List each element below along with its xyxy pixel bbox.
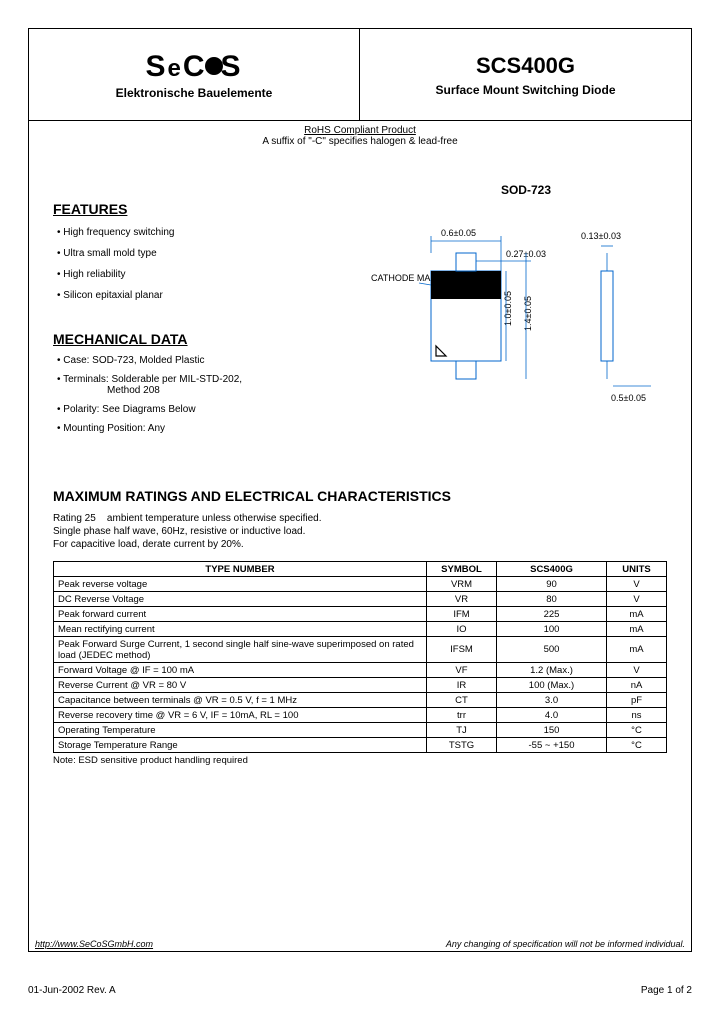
spec-table: TYPE NUMBER SYMBOL SCS400G UNITS Peak re… <box>53 561 667 753</box>
cell-unit: mA <box>607 607 667 622</box>
table-row: Operating TemperatureTJ150°C <box>54 723 667 738</box>
page-border: SeCS Elektronische Bauelemente SCS400G S… <box>28 28 692 952</box>
table-row: Reverse recovery time @ VR = 6 V, IF = 1… <box>54 708 667 723</box>
cell-param: Forward Voltage @ IF = 100 mA <box>54 663 427 678</box>
footer-url: http://www.SeCoSGmbH.com <box>35 939 153 949</box>
header-left: SeCS Elektronische Bauelemente <box>29 29 360 120</box>
table-note: Note: ESD sensitive product handling req… <box>53 755 667 766</box>
footer-outer: 01-Jun-2002 Rev. A Page 1 of 2 <box>28 985 692 996</box>
svg-text:1.0±0.05: 1.0±0.05 <box>503 291 513 326</box>
cell-param: Peak reverse voltage <box>54 577 427 592</box>
cell-value: 4.0 <box>497 708 607 723</box>
footer-date: 01-Jun-2002 Rev. A <box>28 985 116 996</box>
cell-value: 100 (Max.) <box>497 678 607 693</box>
header-right: SCS400G Surface Mount Switching Diode <box>360 29 691 120</box>
cell-value: 80 <box>497 592 607 607</box>
svg-text:0.13±0.03: 0.13±0.03 <box>581 231 621 241</box>
cell-param: Peak Forward Surge Current, 1 second sin… <box>54 637 427 663</box>
cell-unit: V <box>607 592 667 607</box>
svg-text:1.4±0.05: 1.4±0.05 <box>523 296 533 331</box>
footer-disclaimer: Any changing of specification will not b… <box>446 939 685 949</box>
table-row: Peak Forward Surge Current, 1 second sin… <box>54 637 667 663</box>
cell-symbol: IFSM <box>427 637 497 663</box>
footer-page: Page 1 of 2 <box>641 985 692 996</box>
header: SeCS Elektronische Bauelemente SCS400G S… <box>29 29 691 121</box>
table-row: Storage Temperature RangeTSTG-55 ~ +150°… <box>54 738 667 753</box>
col-units: UNITS <box>607 562 667 577</box>
cell-value: -55 ~ +150 <box>497 738 607 753</box>
cell-param: Reverse Current @ VR = 80 V <box>54 678 427 693</box>
col-value: SCS400G <box>497 562 607 577</box>
cell-value: 100 <box>497 622 607 637</box>
cell-param: DC Reverse Voltage <box>54 592 427 607</box>
ratings-title: MAXIMUM RATINGS AND ELECTRICAL CHARACTER… <box>53 488 667 504</box>
cell-symbol: VRM <box>427 577 497 592</box>
table-row: Mean rectifying currentIO100mA <box>54 622 667 637</box>
cell-unit: nA <box>607 678 667 693</box>
mech-item: Mounting Position: Any <box>57 423 667 434</box>
table-header-row: TYPE NUMBER SYMBOL SCS400G UNITS <box>54 562 667 577</box>
cathode-mark-label: CATHODE MARK <box>371 273 443 283</box>
cell-value: 3.0 <box>497 693 607 708</box>
rohs-title: RoHS Compliant Product <box>304 125 416 136</box>
cell-param: Capacitance between terminals @ VR = 0.5… <box>54 693 427 708</box>
cell-symbol: IFM <box>427 607 497 622</box>
table-row: Forward Voltage @ IF = 100 mAVF1.2 (Max.… <box>54 663 667 678</box>
table-row: Peak forward currentIFM225mA <box>54 607 667 622</box>
table-row: Capacitance between terminals @ VR = 0.5… <box>54 693 667 708</box>
cell-symbol: TJ <box>427 723 497 738</box>
content: SOD-723 FEATURES High frequency switchin… <box>29 151 691 766</box>
part-number: SCS400G <box>476 53 575 79</box>
col-type: TYPE NUMBER <box>54 562 427 577</box>
cell-unit: °C <box>607 738 667 753</box>
cell-symbol: trr <box>427 708 497 723</box>
table-row: DC Reverse VoltageVR80V <box>54 592 667 607</box>
cell-symbol: CT <box>427 693 497 708</box>
ratings-note: Rating 25 ambient temperature unless oth… <box>53 512 667 551</box>
cell-value: 225 <box>497 607 607 622</box>
cell-symbol: IO <box>427 622 497 637</box>
cell-value: 150 <box>497 723 607 738</box>
cell-unit: mA <box>607 637 667 663</box>
cell-symbol: VR <box>427 592 497 607</box>
cell-value: 90 <box>497 577 607 592</box>
cell-unit: ns <box>607 708 667 723</box>
cell-param: Reverse recovery time @ VR = 6 V, IF = 1… <box>54 708 427 723</box>
cell-value: 1.2 (Max.) <box>497 663 607 678</box>
ratings-section: MAXIMUM RATINGS AND ELECTRICAL CHARACTER… <box>53 488 667 766</box>
company-subtitle: Elektronische Bauelemente <box>116 86 273 100</box>
footer-inner: http://www.SeCoSGmbH.com Any changing of… <box>35 939 685 949</box>
company-logo: SeCS <box>145 50 242 84</box>
rohs-note: A suffix of "-C" specifies halogen & lea… <box>262 136 457 147</box>
cell-param: Operating Temperature <box>54 723 427 738</box>
cell-unit: °C <box>607 723 667 738</box>
table-row: Reverse Current @ VR = 80 VIR100 (Max.)n… <box>54 678 667 693</box>
cell-param: Mean rectifying current <box>54 622 427 637</box>
cell-param: Storage Temperature Range <box>54 738 427 753</box>
cell-symbol: VF <box>427 663 497 678</box>
svg-text:0.5±0.05: 0.5±0.05 <box>611 393 646 403</box>
package-label: SOD-723 <box>501 183 551 197</box>
part-type: Surface Mount Switching Diode <box>435 83 615 97</box>
cell-unit: V <box>607 663 667 678</box>
package-diagram: CATHODE MARK 0.6±0.05 0.27±0.03 1.0±0.05… <box>371 211 661 411</box>
cell-value: 500 <box>497 637 607 663</box>
cell-symbol: IR <box>427 678 497 693</box>
rohs-row: RoHS Compliant Product A suffix of "-C" … <box>29 121 691 151</box>
cell-symbol: TSTG <box>427 738 497 753</box>
svg-text:0.6±0.05: 0.6±0.05 <box>441 228 476 238</box>
cell-unit: pF <box>607 693 667 708</box>
cell-unit: V <box>607 577 667 592</box>
col-symbol: SYMBOL <box>427 562 497 577</box>
table-row: Peak reverse voltageVRM90V <box>54 577 667 592</box>
cell-unit: mA <box>607 622 667 637</box>
cell-param: Peak forward current <box>54 607 427 622</box>
